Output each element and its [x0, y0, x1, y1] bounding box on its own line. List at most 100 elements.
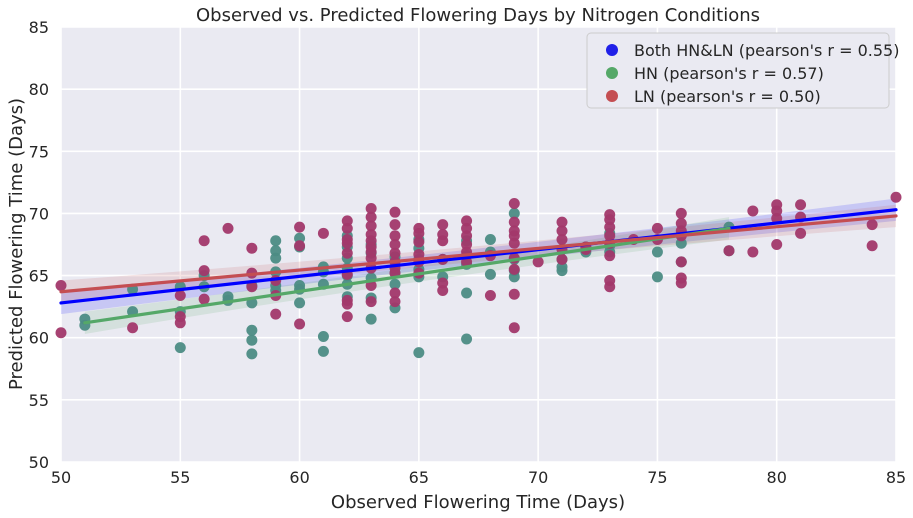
point-ln	[389, 247, 401, 259]
point-ln	[270, 308, 282, 320]
point-ln	[174, 289, 186, 301]
point-ln	[795, 227, 807, 239]
legend-box	[586, 32, 890, 109]
regression-line-hn	[83, 226, 731, 325]
point-ln	[461, 239, 473, 250]
point-ln	[437, 219, 449, 231]
point-ln	[365, 211, 377, 223]
point-ln	[604, 250, 616, 262]
point-ln	[365, 229, 377, 241]
point-ln	[675, 272, 687, 284]
point-ln	[508, 263, 520, 275]
point-ln	[294, 221, 306, 233]
point-ln	[389, 219, 401, 231]
y-tick-labels: 50 55 60 65 70 75 80 85	[29, 18, 49, 472]
point-ln	[771, 199, 783, 211]
point-ln	[246, 242, 258, 254]
y-tick-label: 50	[29, 453, 49, 472]
point-ln	[651, 222, 663, 234]
point-ln	[389, 230, 401, 242]
point-ln	[389, 239, 401, 250]
x-tick-label: 70	[528, 468, 548, 487]
point-ln	[747, 246, 759, 258]
point-ln	[866, 240, 878, 252]
point-hn	[246, 334, 258, 346]
x-tick-label: 50	[51, 468, 71, 487]
point-hn	[651, 271, 663, 283]
point-ln	[604, 275, 616, 287]
x-tick-labels: 50 55 60 65 70 75 80 85	[51, 468, 906, 487]
point-ln	[341, 311, 353, 323]
legend-marker	[606, 67, 618, 79]
point-ln	[55, 327, 67, 339]
point-hn	[484, 234, 496, 246]
point-ln	[246, 281, 258, 293]
legend-marker	[606, 90, 618, 102]
point-ln	[675, 217, 687, 229]
point-hn	[508, 207, 520, 219]
point-ln	[556, 253, 568, 265]
point-ln	[508, 216, 520, 228]
legend-marker	[606, 44, 618, 56]
point-ln	[198, 235, 210, 247]
point-ln	[556, 216, 568, 228]
point-ln	[198, 265, 210, 277]
point-ln	[341, 215, 353, 227]
point-hn	[317, 330, 329, 342]
y-tick-label: 70	[29, 204, 49, 223]
y-tick-label: 85	[29, 18, 49, 37]
grid-lines	[60, 26, 897, 463]
point-hn	[270, 235, 282, 247]
x-tick-label: 60	[289, 468, 309, 487]
point-hn	[317, 345, 329, 357]
point-hn	[461, 287, 473, 299]
point-ln	[341, 247, 353, 259]
point-hn	[294, 280, 306, 292]
point-ln	[294, 240, 306, 252]
y-tick-label: 60	[29, 329, 49, 348]
x-tick-label: 75	[647, 468, 667, 487]
legend-label: HN (pearson's r = 0.57)	[634, 64, 824, 83]
point-hn	[222, 291, 234, 303]
point-ln	[795, 199, 807, 211]
point-ln	[341, 294, 353, 306]
point-ln	[866, 219, 878, 231]
point-hn	[413, 347, 425, 359]
x-tick-label: 65	[409, 468, 429, 487]
regression-lines	[59, 208, 898, 325]
point-hn	[365, 313, 377, 325]
point-ln	[890, 191, 902, 203]
point-ln	[127, 322, 139, 334]
point-ln	[294, 318, 306, 330]
y-axis-label: Predicted Flowering Time (Days)	[6, 98, 27, 390]
point-ln	[556, 234, 568, 246]
legend: Both HN&LN (pearson's r = 0.55) HN (pears…	[586, 32, 899, 109]
point-hn	[651, 246, 663, 258]
point-ln	[317, 227, 329, 239]
point-ln	[365, 220, 377, 232]
point-ln	[55, 280, 67, 292]
point-hn	[294, 297, 306, 309]
point-ln	[723, 245, 735, 257]
point-ln	[532, 256, 544, 268]
point-ln	[675, 256, 687, 268]
point-ln	[508, 322, 520, 334]
regression-line-ln	[59, 214, 898, 294]
point-ln	[508, 225, 520, 237]
point-ln	[198, 293, 210, 305]
point-ln	[174, 311, 186, 323]
point-hn	[270, 245, 282, 257]
point-hn	[461, 333, 473, 345]
point-ln	[389, 287, 401, 299]
chart-title: Observed vs. Predicted Flowering Days by…	[196, 5, 760, 26]
point-ln	[675, 207, 687, 219]
legend-label: LN (pearson's r = 0.50)	[634, 87, 821, 106]
point-ln	[413, 248, 425, 260]
point-ln	[389, 206, 401, 218]
point-hn	[246, 324, 258, 336]
point-ln	[484, 289, 496, 301]
y-tick-label: 75	[29, 142, 49, 161]
point-ln	[389, 296, 401, 308]
point-ln	[437, 229, 449, 241]
